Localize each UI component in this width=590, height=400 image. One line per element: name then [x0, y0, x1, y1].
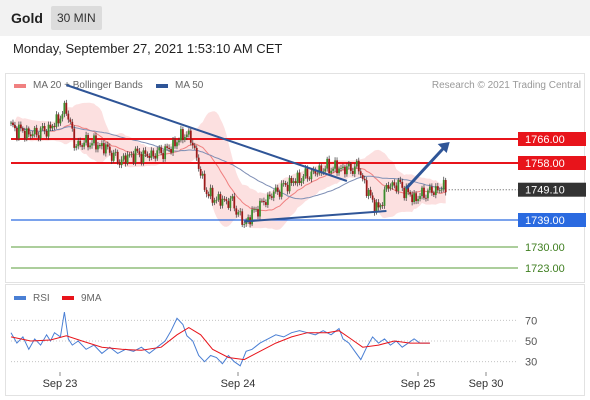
- ma9-legend-label: 9MA: [81, 293, 102, 304]
- ma50-legend-swatch: [156, 84, 168, 88]
- datetime-label: Monday, September 27, 2021 1:53:10 AM CE…: [13, 41, 283, 56]
- ma50-legend-label: MA 50: [175, 80, 204, 91]
- rsi-legend-label: RSI: [33, 293, 50, 304]
- rsi-legend-swatch: [14, 296, 26, 300]
- credit-label: Research © 2021 Trading Central: [431, 80, 581, 91]
- price-panel: [5, 73, 585, 283]
- rsi-panel: [5, 284, 585, 396]
- ma20-legend-label: MA 20 + Bollinger Bands: [33, 80, 143, 91]
- ma20-legend-swatch: [14, 84, 26, 88]
- instrument-title: Gold: [11, 10, 43, 26]
- timeframe-button[interactable]: 30 MIN: [51, 6, 102, 30]
- ma9-legend-swatch: [62, 296, 74, 300]
- header-bar: Gold 30 MIN: [0, 0, 590, 36]
